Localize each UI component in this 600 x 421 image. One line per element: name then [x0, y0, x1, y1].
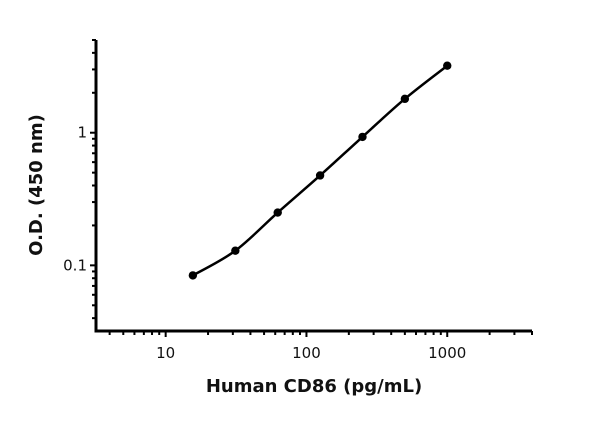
y-axis-title: O.D. (450 nm) [26, 114, 47, 256]
x-axis-title: Human CD86 (pg/mL) [206, 376, 422, 397]
x-tick-label: 1000 [428, 344, 466, 362]
y-axis: 0.11 [63, 39, 98, 333]
data-point [400, 94, 410, 104]
fit-curve [192, 64, 449, 277]
data-point [358, 132, 367, 142]
data-point [443, 61, 452, 70]
x-tick-label: 10 [156, 344, 175, 362]
data-point [315, 171, 325, 180]
x-axis: 10 100 1000 [94, 329, 533, 362]
data-point [273, 208, 282, 217]
y-tick-label: 1 [77, 124, 87, 142]
plot-area [188, 61, 452, 280]
data-point [188, 271, 198, 280]
data-point [231, 246, 240, 255]
x-tick-label: 100 [292, 344, 321, 362]
y-tick-label: 0.1 [63, 256, 87, 274]
